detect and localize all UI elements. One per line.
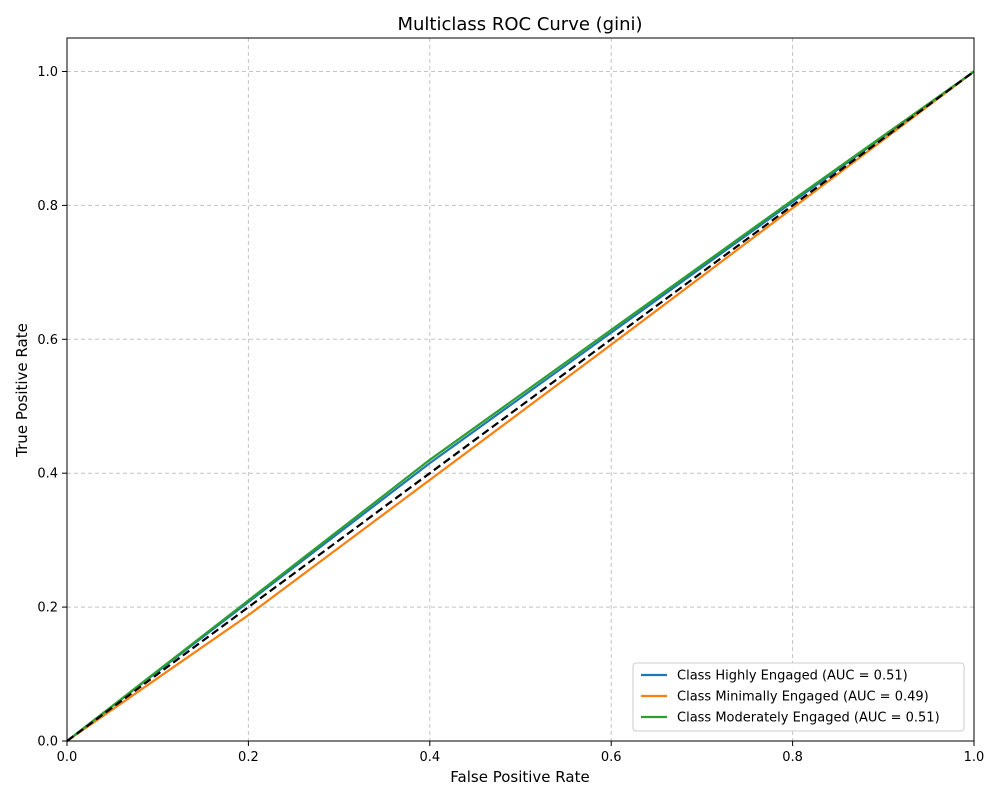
y-axis-label: True Positive Rate [13, 323, 31, 458]
roc-curve-1 [66, 70, 975, 742]
y-tick-label: 0.2 [37, 601, 58, 616]
x-tick-label: 0.4 [419, 750, 440, 765]
x-tick-label: 1.0 [964, 750, 985, 765]
x-tick-label: 0.0 [57, 750, 78, 765]
plot-frame [66, 37, 975, 742]
axis-ticks: 0.0 0.2 0.4 0.6 0.8 1.0 0.0 0.2 0.4 0.6 0.8 1.0 [37, 65, 984, 765]
y-tick-label: 1.0 [37, 65, 58, 80]
x-tick-label: 0.6 [601, 750, 622, 765]
chance-diagonal-line [66, 70, 975, 742]
roc-curve-2 [66, 70, 975, 742]
legend-entry-label: Class Highly Engaged (AUC = 0.51) [677, 669, 908, 684]
legend-entry-label: Class Minimally Engaged (AUC = 0.49) [677, 690, 929, 705]
y-tick-label: 0.4 [37, 467, 58, 482]
x-tick-label: 0.2 [238, 750, 259, 765]
chart-title: Multiclass ROC Curve (gini) [397, 14, 642, 35]
y-tick-label: 0.8 [37, 199, 58, 214]
roc-curve-0 [66, 70, 975, 742]
y-tick-label: 0.0 [37, 735, 58, 750]
series-lines [66, 70, 975, 742]
legend-entry-label: Class Moderately Engaged (AUC = 0.51) [677, 711, 940, 726]
x-axis-label: False Positive Rate [450, 768, 589, 786]
legend: Class Highly Engaged (AUC = 0.51) Class M… [632, 662, 965, 732]
x-tick-label: 0.8 [782, 750, 803, 765]
y-tick-label: 0.6 [37, 333, 58, 348]
legend-box [632, 662, 965, 732]
